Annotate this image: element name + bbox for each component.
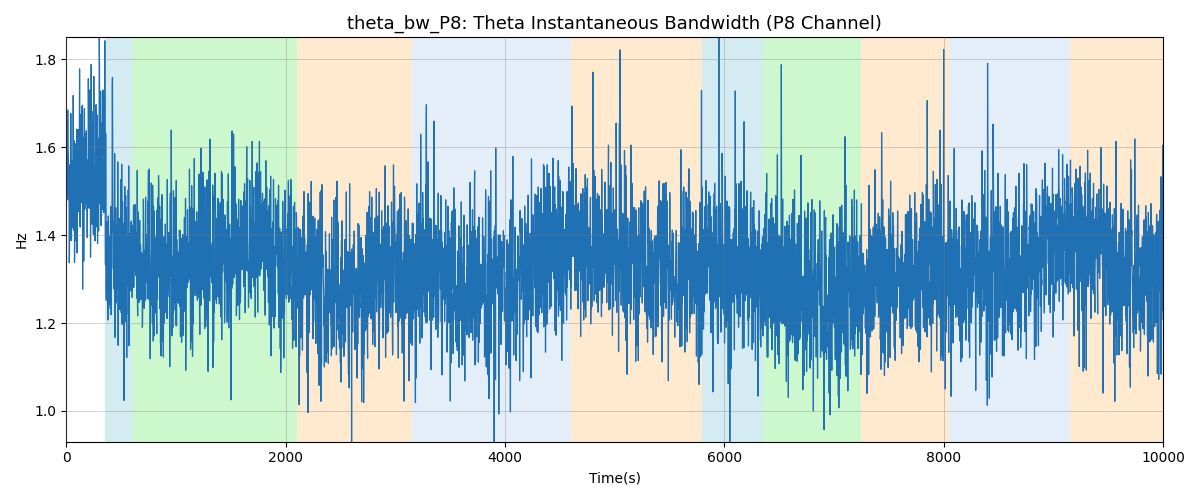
X-axis label: Time(s): Time(s) [589,471,641,485]
Bar [862,38,949,442]
Bar [412,38,571,442]
Title: theta_bw_P8: Theta Instantaneous Bandwidth (P8 Channel): theta_bw_P8: Theta Instantaneous Bandwid… [347,15,882,34]
Bar [763,38,862,442]
Bar [104,38,132,442]
Bar [1070,38,1163,442]
Y-axis label: Hz: Hz [16,230,29,248]
Bar [702,38,763,442]
Bar [296,38,412,442]
Bar [571,38,702,442]
Bar [132,38,296,442]
Bar [949,38,1070,442]
